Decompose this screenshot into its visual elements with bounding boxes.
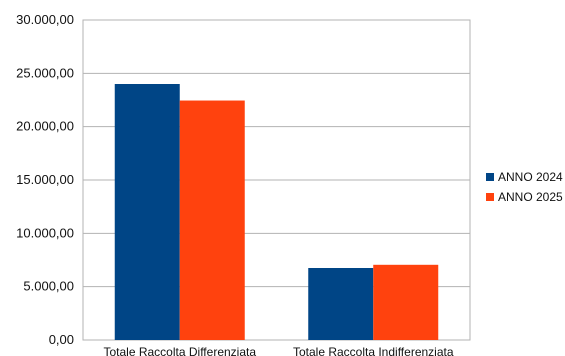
bar-anno-2025	[179, 100, 245, 341]
y-tick-label: 15.000,00	[16, 172, 74, 187]
bar-anno-2024	[114, 84, 180, 340]
legend-swatch	[486, 193, 494, 201]
y-tick-label: 5.000,00	[23, 279, 74, 294]
y-tick-label: 10.000,00	[16, 225, 74, 240]
bar-anno-2024	[308, 268, 374, 340]
legend-label: ANNO 2025	[498, 190, 563, 204]
y-axis-tick-labels: 0,00 5.000,00 10.000,00 15.000,00 20.000,00 2…	[16, 12, 74, 347]
plot-frame	[82, 19, 471, 341]
y-tick-label: 20.000,00	[16, 119, 74, 134]
legend-label: ANNO 2024	[498, 170, 563, 184]
x-category-label: Totale Raccolta Indifferenziata	[293, 345, 454, 356]
x-axis-category-labels: Totale Raccolta Differenziata Totale Racc…	[103, 345, 453, 356]
y-tick-label: 0,00	[49, 332, 74, 347]
bars	[114, 84, 439, 341]
legend: ANNO 2024 ANNO 2025	[486, 170, 563, 204]
x-category-label: Totale Raccolta Differenziata	[103, 345, 256, 356]
bar-anno-2025	[373, 264, 439, 340]
y-tick-label: 25.000,00	[16, 65, 74, 80]
y-tick-label: 30.000,00	[16, 12, 74, 27]
legend-swatch	[486, 173, 494, 181]
